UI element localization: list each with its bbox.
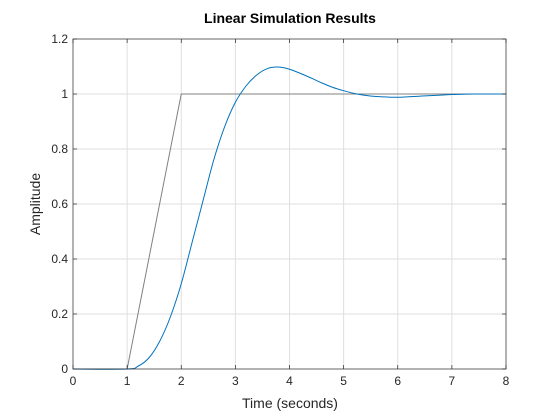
- x-tick-label: 6: [394, 374, 401, 388]
- x-tick-label: 7: [449, 374, 456, 388]
- y-tick-label: 0: [61, 362, 68, 376]
- y-tick-label: 1.2: [51, 32, 68, 46]
- y-axis-label: Amplitude: [27, 173, 43, 235]
- x-tick-label: 4: [286, 374, 293, 388]
- chart-title: Linear Simulation Results: [204, 10, 376, 26]
- y-tick-labels: 0 0.2 0.4 0.6 0.8 1 1.2: [51, 32, 68, 376]
- y-tick-label: 1: [61, 87, 68, 101]
- x-tick-labels: 0 1 2 3 4 5 6 7 8: [70, 374, 510, 388]
- tick-marks: [72, 38, 507, 370]
- x-tick-label: 8: [503, 374, 510, 388]
- y-tick-label: 0.2: [51, 307, 68, 321]
- x-tick-label: 3: [232, 374, 239, 388]
- x-tick-label: 0: [70, 374, 77, 388]
- response-line: [72, 66, 506, 370]
- y-tick-label: 0.6: [51, 197, 68, 211]
- x-axis-label: Time (seconds): [242, 395, 338, 411]
- y-tick-label: 0.4: [51, 252, 68, 266]
- x-tick-label: 5: [340, 374, 347, 388]
- x-tick-label: 1: [124, 374, 131, 388]
- y-tick-label: 0.8: [51, 142, 68, 156]
- x-tick-label: 2: [178, 374, 185, 388]
